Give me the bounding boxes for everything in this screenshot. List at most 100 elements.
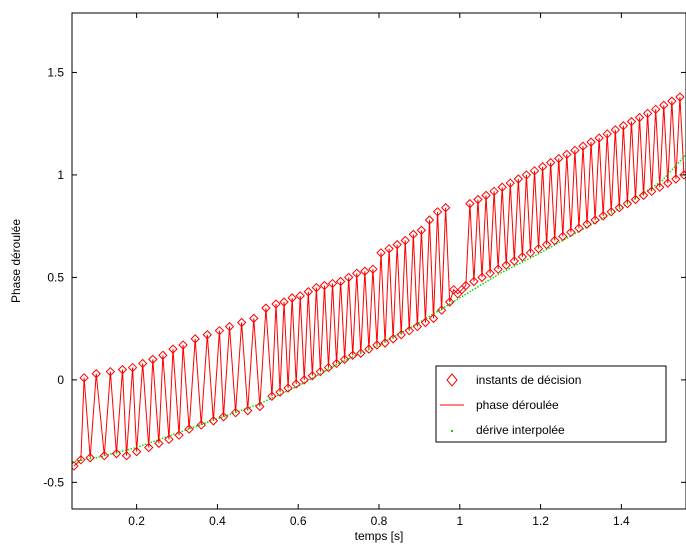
decision-marker bbox=[485, 268, 495, 279]
x-tick-label: 0.8 bbox=[371, 514, 388, 528]
decision-marker bbox=[360, 266, 370, 276]
decision-marker bbox=[79, 373, 89, 383]
decision-marker bbox=[249, 313, 259, 324]
x-axis: 0.2 0.4 0.6 0.8 1 1.2 1.4 bbox=[128, 13, 630, 528]
decision-marker bbox=[521, 170, 532, 180]
decision-marker bbox=[562, 149, 572, 160]
decision-marker bbox=[299, 375, 309, 385]
decision-marker bbox=[339, 354, 350, 365]
decision-marker bbox=[352, 268, 362, 279]
decision-marker bbox=[224, 321, 235, 332]
decision-marker bbox=[416, 225, 427, 235]
decision-marker bbox=[622, 198, 633, 209]
decision-marker bbox=[372, 340, 382, 350]
decision-marker bbox=[121, 451, 132, 461]
decision-marker bbox=[311, 282, 322, 293]
decision-marker bbox=[594, 133, 604, 143]
plot-area bbox=[72, 92, 686, 471]
decision-marker bbox=[218, 412, 229, 422]
decision-marker bbox=[432, 207, 443, 217]
decision-marker bbox=[105, 366, 116, 377]
decision-marker bbox=[168, 344, 178, 354]
series-line-phase bbox=[73, 97, 685, 467]
decision-marker bbox=[586, 137, 596, 147]
decision-marker bbox=[465, 198, 475, 209]
decision-marker bbox=[164, 434, 174, 445]
decision-marker bbox=[420, 317, 431, 328]
decision-marker bbox=[590, 215, 600, 225]
x-tick-label: 0.4 bbox=[209, 514, 226, 528]
decision-marker bbox=[127, 362, 138, 373]
decision-marker bbox=[335, 276, 346, 287]
decision-marker bbox=[634, 112, 645, 123]
decision-marker bbox=[376, 248, 386, 258]
decision-marker bbox=[214, 325, 225, 336]
decision-marker bbox=[111, 448, 122, 459]
decision-marker bbox=[473, 194, 483, 205]
decision-marker bbox=[208, 416, 219, 426]
y-tick-label: 1.5 bbox=[47, 65, 64, 79]
legend-label-drift: dérive interpolée bbox=[476, 423, 565, 437]
legend: instants de décision phase déroulée déri… bbox=[435, 365, 667, 443]
legend-label-decision: instants de décision bbox=[476, 373, 581, 387]
legend-box bbox=[435, 365, 667, 443]
decision-marker bbox=[550, 235, 560, 246]
decision-marker bbox=[348, 350, 358, 360]
decision-marker bbox=[315, 366, 326, 377]
decision-marker bbox=[364, 344, 374, 354]
decision-marker bbox=[72, 461, 79, 471]
y-axis-label: Phase déroulée bbox=[9, 219, 23, 303]
decision-marker bbox=[144, 442, 154, 453]
decision-marker bbox=[267, 391, 277, 401]
decision-marker bbox=[630, 194, 641, 205]
decision-marker bbox=[255, 401, 265, 412]
decision-marker bbox=[408, 229, 419, 240]
decision-marker bbox=[655, 182, 665, 192]
decision-marker bbox=[614, 203, 625, 213]
decision-marker bbox=[436, 305, 447, 315]
decision-marker bbox=[154, 438, 164, 449]
decision-marker bbox=[184, 424, 194, 434]
decision-marker bbox=[638, 190, 649, 201]
decision-marker bbox=[444, 297, 455, 307]
decision-marker bbox=[667, 96, 677, 106]
decision-marker bbox=[606, 207, 616, 217]
decision-marker bbox=[356, 348, 366, 358]
decision-marker bbox=[137, 358, 148, 369]
decision-marker bbox=[275, 387, 285, 397]
decision-marker bbox=[287, 293, 297, 303]
decision-marker bbox=[343, 272, 354, 283]
decision-marker bbox=[412, 321, 423, 332]
decision-marker bbox=[469, 276, 479, 287]
decision-marker bbox=[131, 446, 142, 457]
decision-marker bbox=[190, 334, 200, 344]
decision-marker bbox=[279, 297, 289, 307]
decision-marker bbox=[85, 453, 95, 463]
decision-marker bbox=[501, 260, 511, 270]
decision-marker bbox=[489, 186, 499, 197]
decision-marker bbox=[618, 121, 629, 131]
decision-marker bbox=[477, 272, 487, 283]
decision-marker bbox=[529, 166, 540, 176]
decision-marker bbox=[323, 362, 334, 373]
decision-marker bbox=[679, 170, 686, 180]
decision-marker bbox=[537, 162, 548, 172]
y-tick-label: 1 bbox=[57, 168, 64, 182]
x-tick-label: 1.2 bbox=[532, 514, 549, 528]
decision-marker bbox=[91, 369, 101, 379]
x-axis-label: temps [s] bbox=[355, 529, 404, 543]
decision-marker bbox=[331, 358, 342, 369]
decision-marker bbox=[578, 141, 588, 151]
y-tick-label: -0.5 bbox=[43, 475, 64, 489]
decision-marker bbox=[202, 330, 213, 340]
decision-marker bbox=[327, 278, 338, 289]
decision-marker bbox=[174, 430, 184, 440]
decision-marker bbox=[303, 287, 314, 297]
decision-marker bbox=[400, 235, 410, 246]
x-tick-label: 1.4 bbox=[613, 514, 630, 528]
decision-marker bbox=[650, 104, 661, 115]
decision-marker bbox=[392, 239, 402, 250]
decision-marker bbox=[554, 153, 564, 164]
decision-marker bbox=[493, 264, 503, 274]
decision-marker bbox=[99, 451, 110, 461]
